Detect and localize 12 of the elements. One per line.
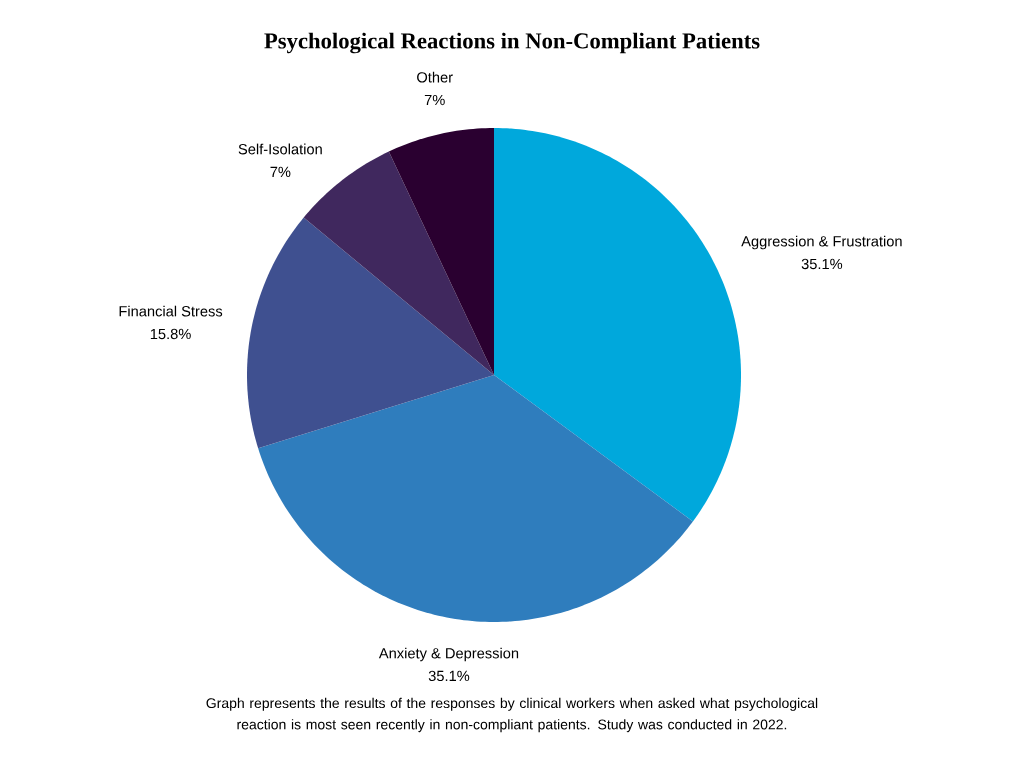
slice-label: Aggression & Frustration	[741, 235, 902, 250]
slice-label: Other	[417, 71, 453, 83]
slice-label: Self-Isolation	[238, 143, 322, 155]
data-label: 7%	[270, 166, 291, 177]
slice-label: Anxiety & Depression	[378, 647, 519, 662]
slice-label: Financial Stress	[119, 305, 223, 317]
data-label: 7%	[424, 94, 445, 106]
data-label: 15.8%	[150, 328, 191, 340]
text: Graph represents the results of the responses by clinical workers when asked what psychological reaction is most seen recently in non-compliant patients. Study was conducted in 2022.	[206, 697, 818, 733]
chart-title: Psychological Reactions in Non-Compliant Patients	[264, 32, 760, 54]
data-label: 35.1%	[801, 258, 843, 270]
data-label: 35.1%	[428, 670, 470, 682]
